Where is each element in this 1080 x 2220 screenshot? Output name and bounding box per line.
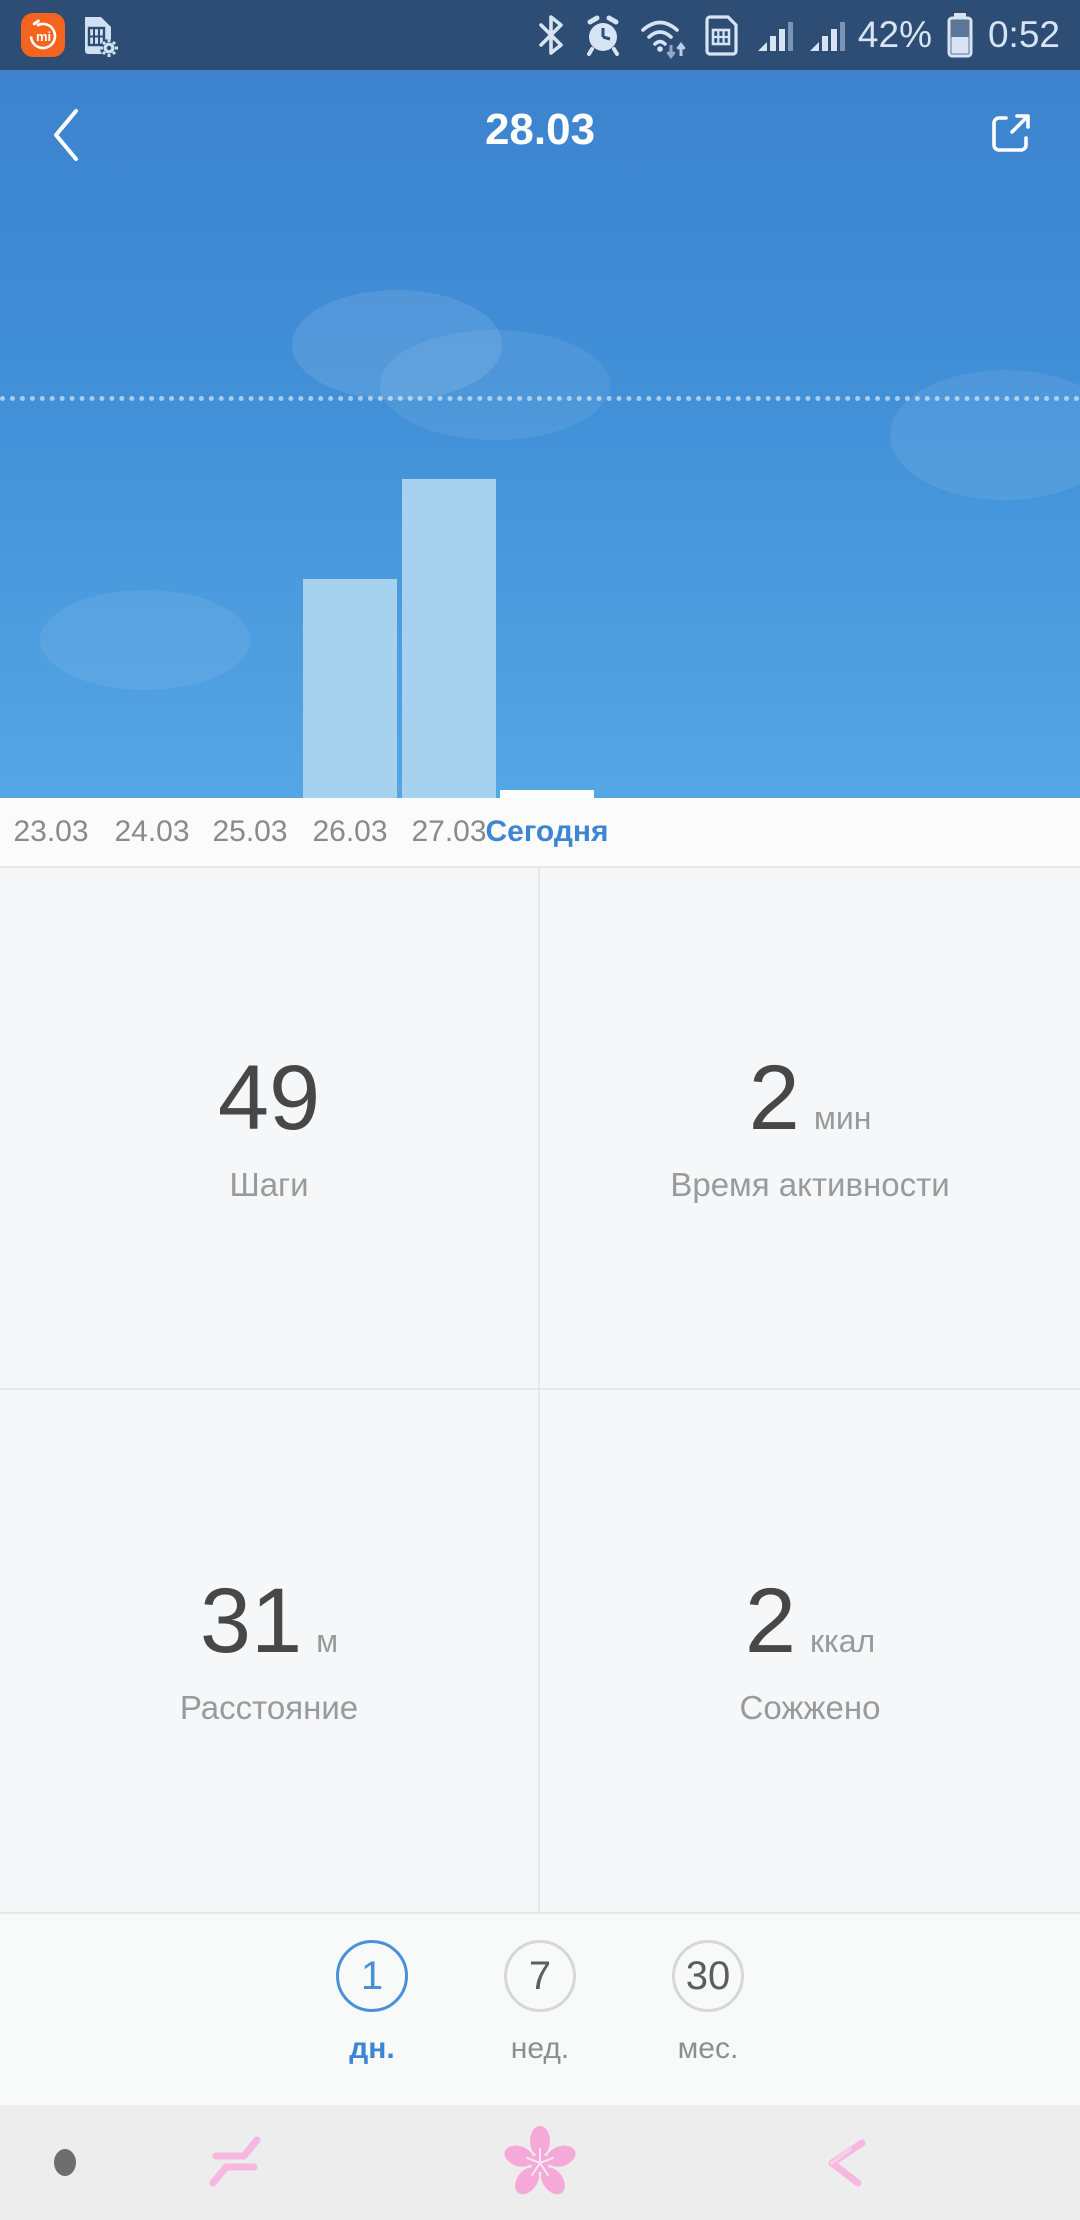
stat-unit: м xyxy=(316,1623,339,1659)
goal-line xyxy=(0,396,1080,401)
period-circle[interactable]: 7 xyxy=(504,1940,576,2012)
status-bar: mi xyxy=(0,0,1080,70)
stat-value: 31 xyxy=(199,1570,303,1672)
page-title: 28.03 xyxy=(484,105,596,154)
period-option-month[interactable]: 30 мес. xyxy=(652,1940,764,2105)
cloud-shape xyxy=(292,290,502,400)
signal-bars-icon xyxy=(809,22,845,51)
date-label[interactable]: 27.03 xyxy=(411,815,487,848)
stat-value-row: 2 ккал xyxy=(745,1575,875,1667)
stat-distance: 31 м Расстояние xyxy=(0,1390,540,1912)
share-icon[interactable] xyxy=(986,108,1036,158)
date-label[interactable]: 23.03 xyxy=(13,815,89,848)
period-circle[interactable]: 30 xyxy=(672,1940,744,2012)
bluetooth-icon xyxy=(539,15,563,55)
cloud-shape xyxy=(40,590,250,690)
battery-icon xyxy=(947,13,973,58)
stat-value-row: 31 м xyxy=(200,1575,338,1667)
stat-label: Расстояние xyxy=(179,1689,359,1726)
date-label[interactable]: 25.03 xyxy=(212,815,288,848)
stat-value: 2 xyxy=(744,1570,796,1672)
stat-label: Шаги xyxy=(229,1166,309,1203)
period-label: дн. xyxy=(349,2032,395,2065)
period-label: мес. xyxy=(677,2032,739,2065)
date-label[interactable]: 26.03 xyxy=(312,815,388,848)
back-chevron-icon[interactable] xyxy=(48,106,84,164)
stat-value: 49 xyxy=(217,1047,321,1149)
period-option-week[interactable]: 7 нед. xyxy=(484,1940,596,2105)
steps-chart-area[interactable]: 28.03 xyxy=(0,70,1080,798)
period-label: нед. xyxy=(510,2032,570,2065)
alarm-icon xyxy=(586,15,619,56)
app-header: 28.03 xyxy=(0,70,1080,190)
chart-bar xyxy=(500,790,594,798)
chart-bar xyxy=(402,479,496,798)
stat-value-row: 49 xyxy=(218,1052,320,1144)
stat-value-row: 2 мин xyxy=(749,1052,872,1144)
period-option-day[interactable]: 1 дн. xyxy=(316,1940,428,2105)
recent-apps-pink-icon[interactable] xyxy=(204,2131,266,2193)
stat-calories: 2 ккал Сожжено xyxy=(540,1390,1080,1912)
date-label[interactable]: 24.03 xyxy=(114,815,190,848)
back-arrow-pink-icon[interactable] xyxy=(816,2133,874,2191)
stat-unit: ккал xyxy=(810,1623,876,1659)
chart-bar xyxy=(303,579,397,798)
flower-home-pink-icon[interactable] xyxy=(503,2125,577,2199)
stat-value: 2 xyxy=(748,1047,800,1149)
stat-unit: мин xyxy=(813,1100,872,1136)
cloud-shape xyxy=(380,330,610,440)
stat-label: Сожжено xyxy=(739,1689,881,1726)
period-selector: 1 дн. 7 нед. 30 мес. xyxy=(0,1912,1080,2105)
roaming-sim-icon xyxy=(705,15,738,56)
sim-toolkit-icon xyxy=(85,17,118,57)
period-circle[interactable]: 1 xyxy=(336,1940,408,2012)
cloud-shape xyxy=(890,370,1080,500)
svg-text:mi: mi xyxy=(36,29,51,44)
date-selector-row: 23.03 24.03 25.03 26.03 27.03 Сегодня xyxy=(0,798,1080,868)
clock-time: 0:52 xyxy=(987,14,1060,55)
mi-fit-app-icon: mi xyxy=(21,13,65,57)
battery-percent: 42% xyxy=(857,14,932,55)
notification-dot xyxy=(54,2149,76,2176)
stats-grid: 49 Шаги 2 мин Время активности 31 м Расс… xyxy=(0,868,1080,1912)
signal-bars-icon xyxy=(757,22,793,51)
stat-label: Время активности xyxy=(670,1166,950,1203)
wifi-icon xyxy=(641,20,686,59)
date-label-today[interactable]: Сегодня xyxy=(485,815,609,848)
bottom-navigation-bar xyxy=(0,2105,1080,2220)
stat-activity-time: 2 мин Время активности xyxy=(540,868,1080,1390)
stat-steps: 49 Шаги xyxy=(0,868,540,1390)
